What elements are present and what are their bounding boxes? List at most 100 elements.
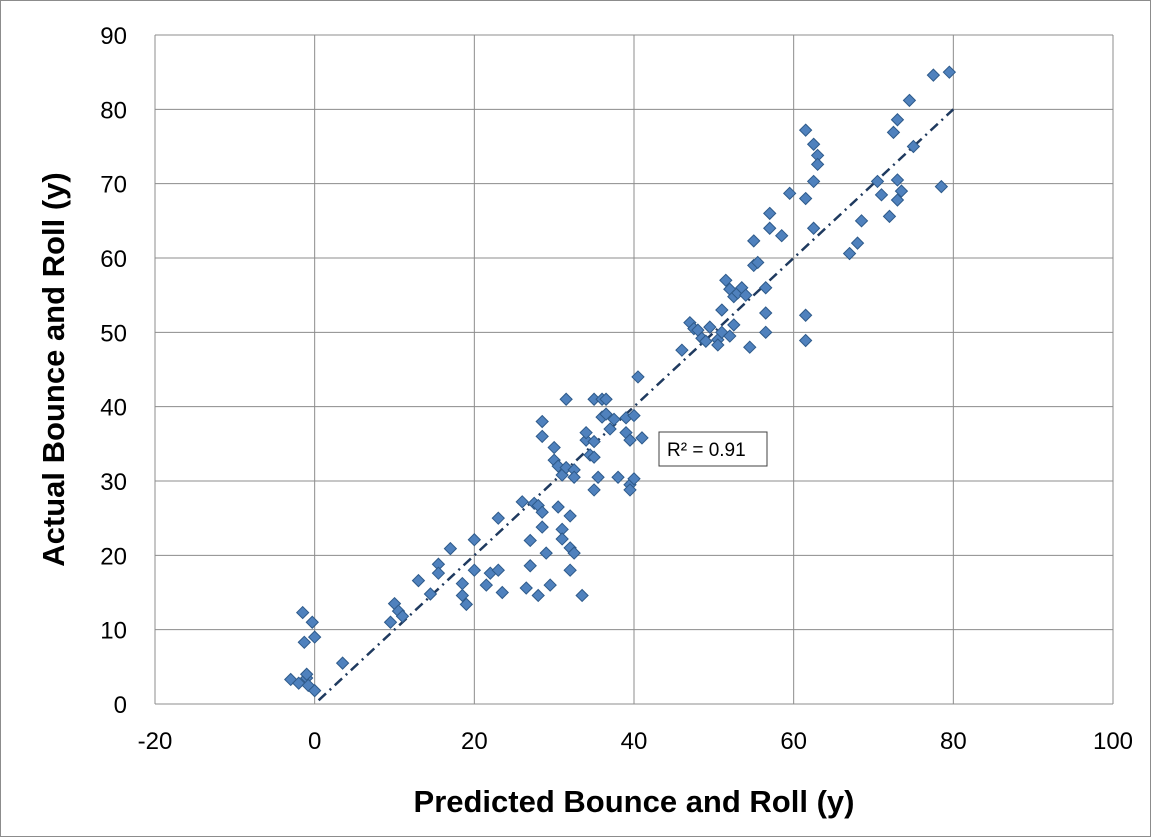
data-point	[798, 333, 813, 348]
data-point	[810, 157, 825, 172]
data-point	[423, 587, 438, 601]
data-point	[926, 68, 941, 82]
data-point	[535, 505, 549, 519]
data-point	[523, 559, 537, 573]
data-point	[567, 546, 581, 560]
data-point	[759, 325, 773, 340]
data-point	[934, 179, 949, 194]
data-point	[759, 306, 773, 320]
data-point	[882, 209, 897, 224]
data-point	[431, 566, 446, 580]
trendline	[317, 108, 955, 702]
gridlines	[154, 34, 1114, 705]
x-tick-label: 20	[461, 728, 488, 755]
data-point	[305, 615, 319, 629]
data-point	[763, 221, 777, 235]
data-point	[623, 433, 637, 447]
data-point	[383, 615, 398, 629]
data-point	[543, 578, 557, 592]
data-point	[455, 588, 470, 603]
y-axis-title: Actual Bounce and Roll (y)	[36, 172, 71, 566]
data-point	[942, 65, 957, 79]
data-point	[739, 288, 753, 302]
data-point	[627, 472, 641, 486]
data-point	[902, 93, 917, 108]
data-point	[297, 635, 311, 650]
data-point	[906, 139, 921, 154]
data-point	[675, 343, 689, 357]
data-point	[579, 433, 593, 447]
data-point	[627, 408, 641, 423]
data-point	[575, 588, 589, 603]
data-point	[307, 683, 322, 698]
data-point	[890, 113, 905, 127]
data-point	[747, 234, 761, 248]
y-tick-label: 80	[100, 97, 127, 124]
data-point	[335, 656, 350, 670]
x-axis-title: Predicted Bounce and Roll (y)	[414, 784, 855, 819]
x-tick-label: 40	[621, 728, 648, 755]
data-point	[559, 392, 573, 406]
data-point	[743, 340, 757, 354]
x-tick-label: 100	[1093, 728, 1133, 755]
data-point	[395, 609, 410, 623]
data-point	[519, 581, 533, 595]
data-point	[774, 228, 789, 243]
data-point	[551, 500, 565, 514]
data-point	[443, 541, 458, 556]
x-tick-label: -20	[138, 728, 173, 755]
data-point	[806, 137, 821, 151]
data-point	[850, 236, 865, 250]
data-point	[806, 174, 821, 189]
y-tick-label: 20	[100, 543, 127, 570]
y-tick-label: 30	[100, 469, 127, 496]
tick-labels: -20 0 20 40 60 80 100 0 10 20 30 40 50 60 70 80 90	[100, 23, 1133, 755]
data-point	[723, 329, 737, 343]
data-point	[894, 184, 909, 198]
y-tick-label: 40	[100, 395, 127, 422]
data-point	[411, 573, 426, 588]
data-point	[890, 193, 905, 207]
data-point	[603, 422, 617, 436]
data-point	[751, 255, 765, 270]
data-point	[301, 678, 315, 693]
data-point	[563, 509, 577, 523]
data-point	[782, 186, 797, 201]
data-point	[479, 578, 494, 592]
data-point	[699, 334, 713, 348]
data-point	[491, 563, 505, 577]
data-point	[631, 370, 645, 384]
data-point	[711, 338, 725, 352]
x-tick-label: 80	[940, 728, 967, 755]
data-point	[763, 206, 777, 221]
data-point	[587, 450, 601, 464]
data-point	[591, 470, 605, 484]
data-point	[874, 188, 889, 202]
y-tick-label: 90	[100, 23, 127, 50]
data-point	[567, 470, 581, 484]
data-point	[579, 425, 593, 440]
data-point	[535, 520, 549, 534]
data-point	[587, 434, 601, 449]
y-tick-label: 10	[100, 618, 127, 645]
data-point	[495, 585, 509, 600]
data-point	[727, 318, 741, 332]
data-point	[535, 414, 549, 429]
data-point	[491, 511, 505, 525]
data-point	[559, 460, 573, 475]
data-point	[515, 495, 529, 509]
data-point	[539, 546, 553, 560]
data-point	[886, 125, 901, 140]
data-point	[870, 174, 885, 189]
data-point	[854, 214, 869, 228]
data-point	[284, 672, 298, 687]
r-squared-annotation: R² = 0.91	[658, 431, 768, 467]
data-point	[455, 576, 470, 591]
y-tick-label: 50	[100, 320, 127, 347]
data-point	[759, 281, 773, 295]
data-point	[798, 123, 813, 137]
data-point	[587, 483, 601, 497]
